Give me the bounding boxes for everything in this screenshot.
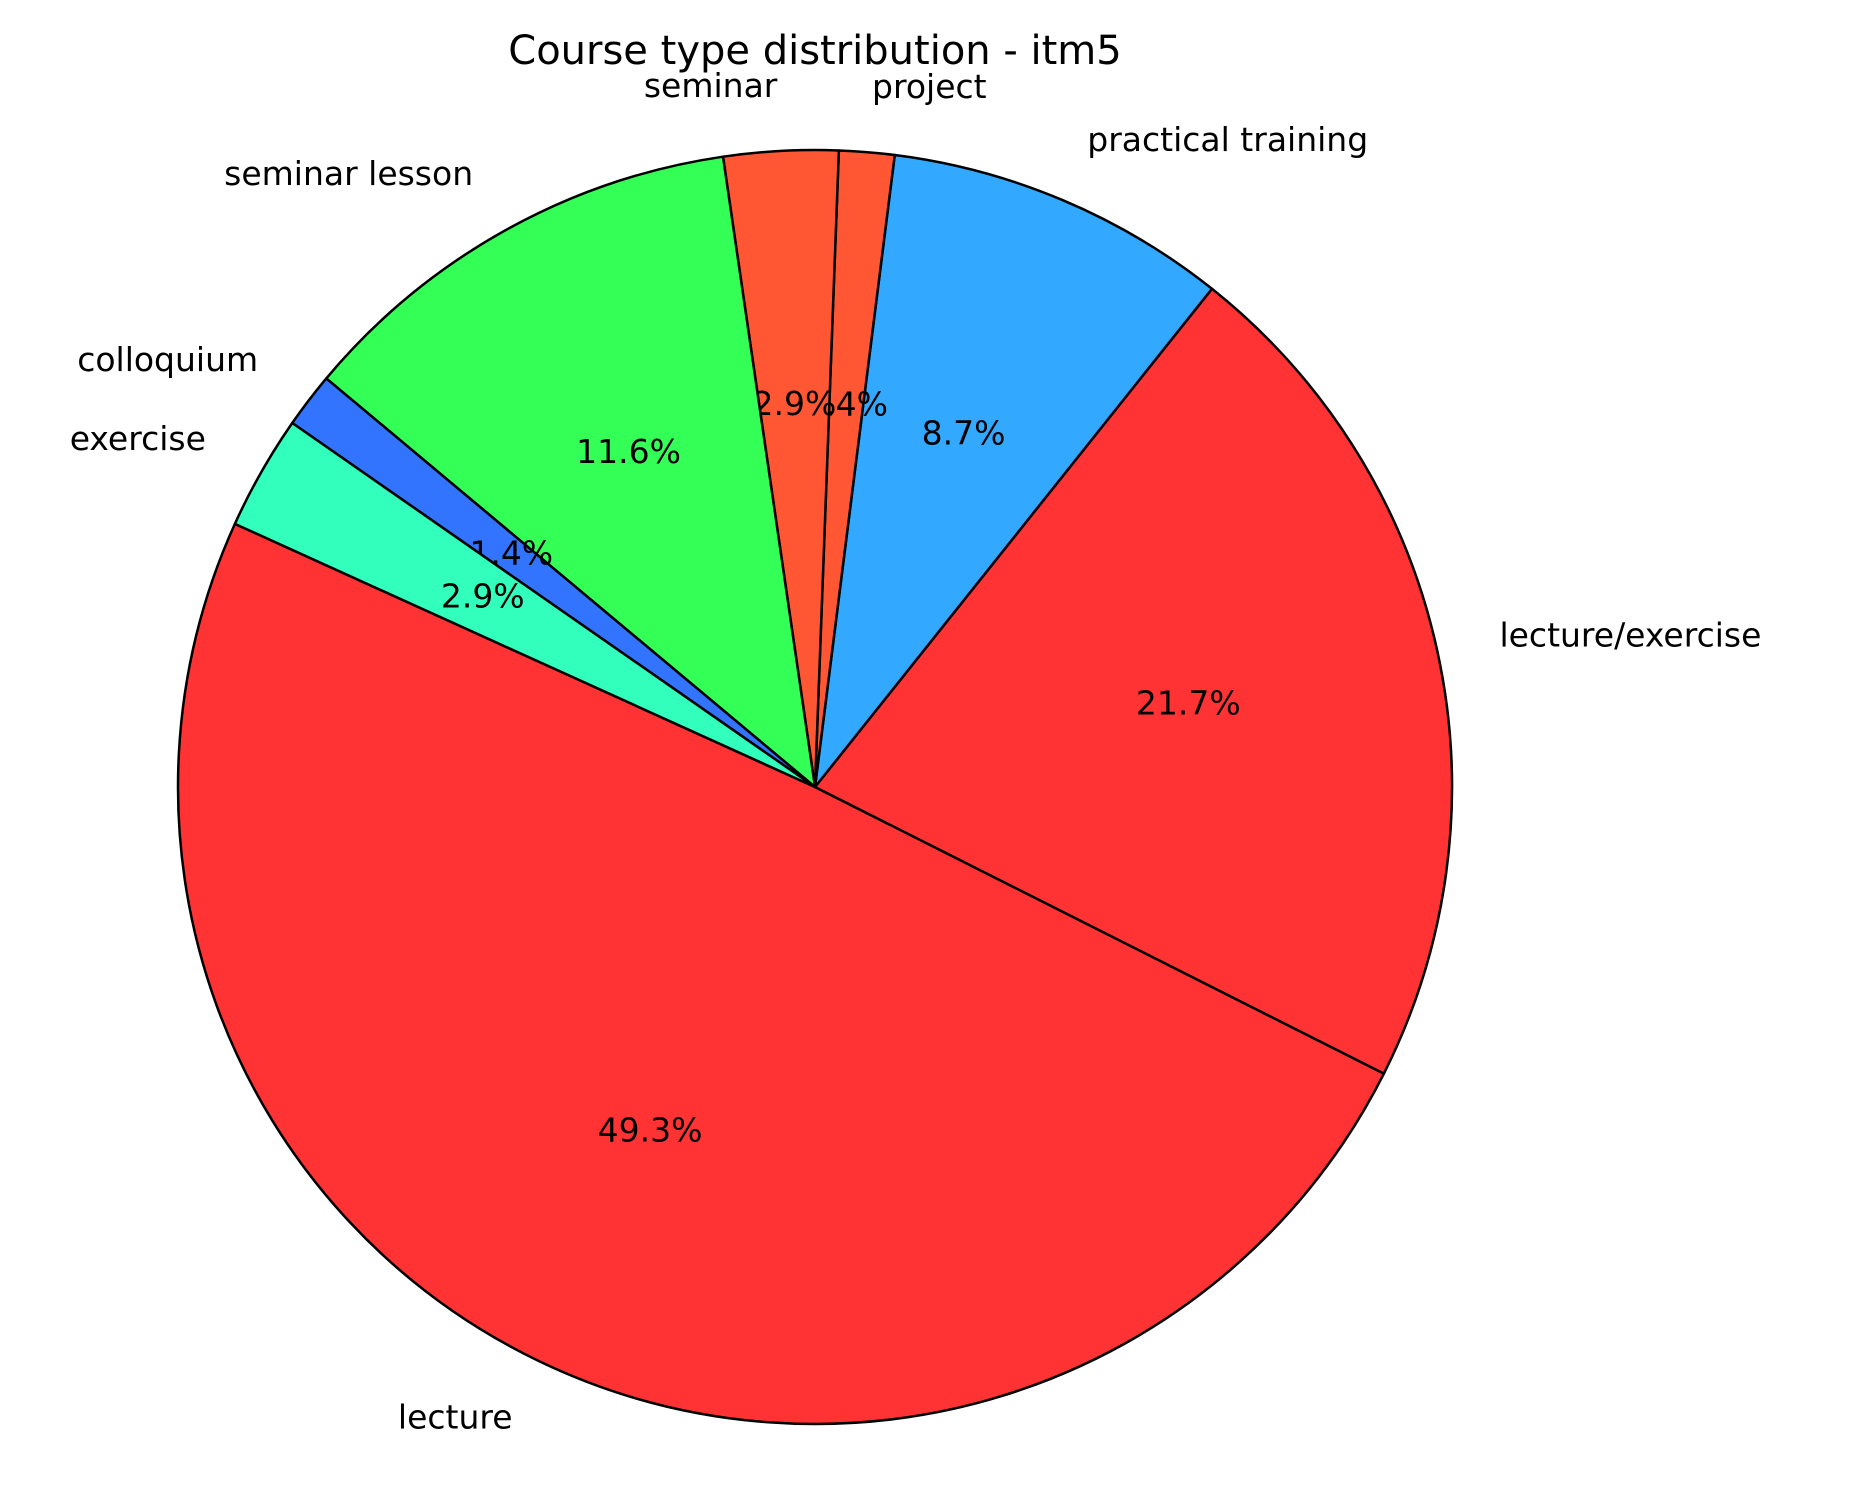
slice-label: colloquium xyxy=(77,340,258,379)
slice-label: lecture xyxy=(398,1398,513,1437)
value-label: 2.9% xyxy=(753,384,837,423)
pie-slice xyxy=(813,287,1454,1075)
value-label: 8.7% xyxy=(922,413,1006,452)
chart-title: Course type distribution - itm5 xyxy=(508,28,1121,74)
slice-label: seminar lesson xyxy=(224,154,473,193)
value-label: 21.7% xyxy=(1136,684,1241,723)
slice-label: project xyxy=(872,67,987,106)
slice-label: exercise xyxy=(70,419,206,458)
pie-slice xyxy=(813,153,1214,789)
pie-slice xyxy=(176,522,1386,1426)
slice-label: lecture/exercise xyxy=(1499,616,1761,655)
value-label: 2.9% xyxy=(441,577,525,616)
pie-slice xyxy=(233,421,817,789)
slice-label: seminar xyxy=(644,66,778,105)
value-label: 11.6% xyxy=(576,432,681,471)
value-label: 49.3% xyxy=(598,1110,703,1149)
slice-label: practical training xyxy=(1087,120,1368,159)
pie-slice xyxy=(325,155,817,789)
